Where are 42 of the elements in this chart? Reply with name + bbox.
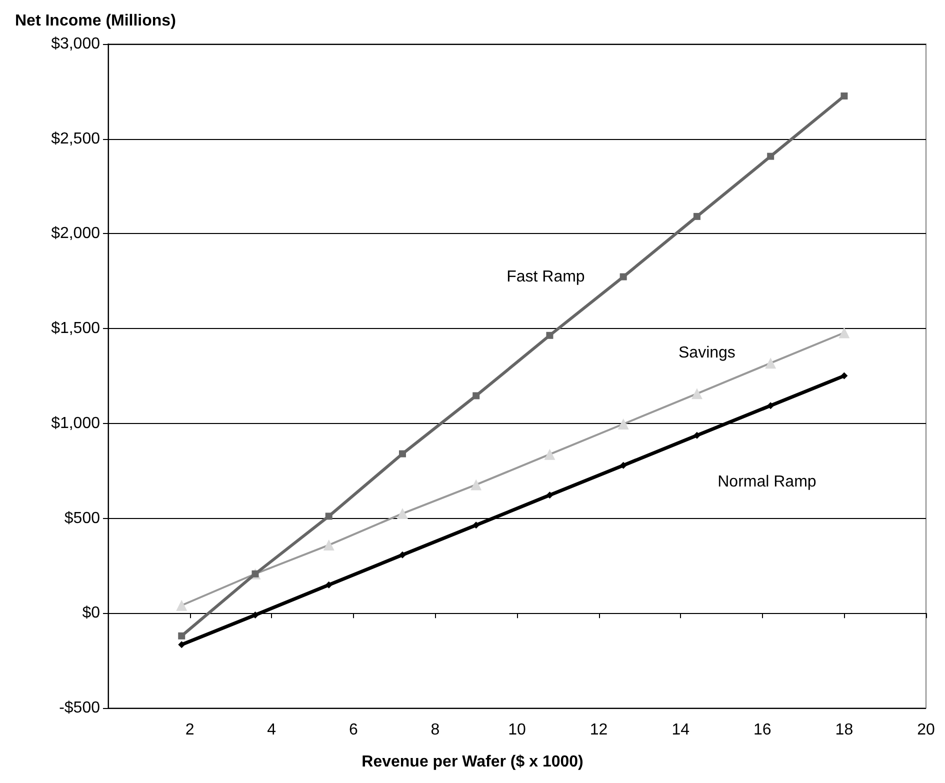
y-tick-label: $2,000 [51,225,100,242]
y-tick-label: $500 [64,510,100,527]
y-tick-label: $2,500 [51,130,100,148]
x-tick-label: 8 [430,722,440,738]
point [546,332,554,339]
point [325,512,332,520]
x-tick-label: 2 [185,722,194,738]
x-tick-label: 4 [267,722,276,738]
x-tick-label: 18 [835,722,854,738]
y-tick-label: -$500 [59,700,100,716]
point [398,551,406,558]
point [767,152,774,160]
point [840,372,848,380]
point [693,432,700,439]
series-label: Savings [678,344,736,362]
text: Normal Ramp [718,473,816,490]
point [252,612,259,619]
y-tick-label: $1,000 [51,414,100,432]
point [325,581,332,588]
point [546,492,554,499]
point [398,450,406,458]
series-label: Fast Ramp [506,268,585,286]
point [178,641,186,648]
point [767,402,774,410]
x-tick-label: 6 [348,722,358,738]
point [620,273,627,280]
x-axis-title: Revenue per Wafer ($ x 1000) [362,754,584,770]
point [840,92,848,100]
y-tick-label: $1,500 [51,320,100,338]
x-tick-label: 10 [508,722,526,738]
x-tick-label: 16 [754,722,772,738]
y-tick-label: $0 [82,604,100,622]
point [693,212,700,220]
y-axis-title: Net Income (Millions) [15,12,176,30]
x-tick-label: 20 [917,722,935,738]
point [472,522,480,529]
point [620,462,627,469]
x-tick-label: 14 [672,722,690,738]
y-tick-label: $3,000 [51,36,100,52]
x-tick-label: 12 [590,722,608,738]
point [178,632,186,640]
point [472,392,480,400]
